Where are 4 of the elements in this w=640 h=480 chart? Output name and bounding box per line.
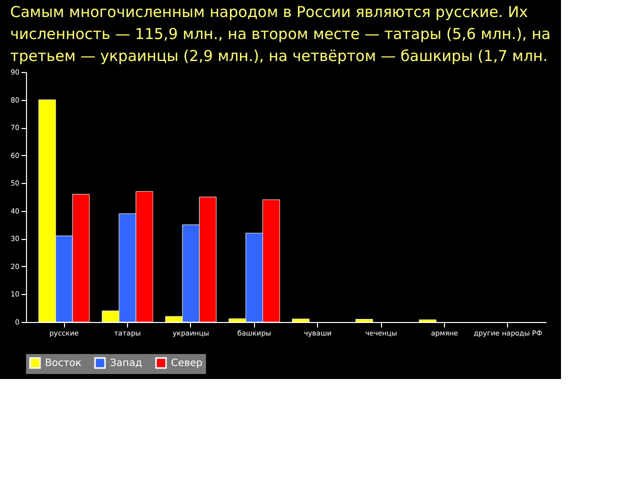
legend-label: Север	[171, 358, 203, 369]
legend-label: Запад	[110, 358, 142, 369]
chart-title: Самым многочисленным народом в России являются русские. Их численность — 115,9 млн., на втором месте — татары (5,6 млн.), на третьем — украинцы (2,9 млн.), на четвёртом — башкиры (1,7 млн.	[10, 3, 551, 65]
legend-label: Восток	[45, 358, 82, 369]
